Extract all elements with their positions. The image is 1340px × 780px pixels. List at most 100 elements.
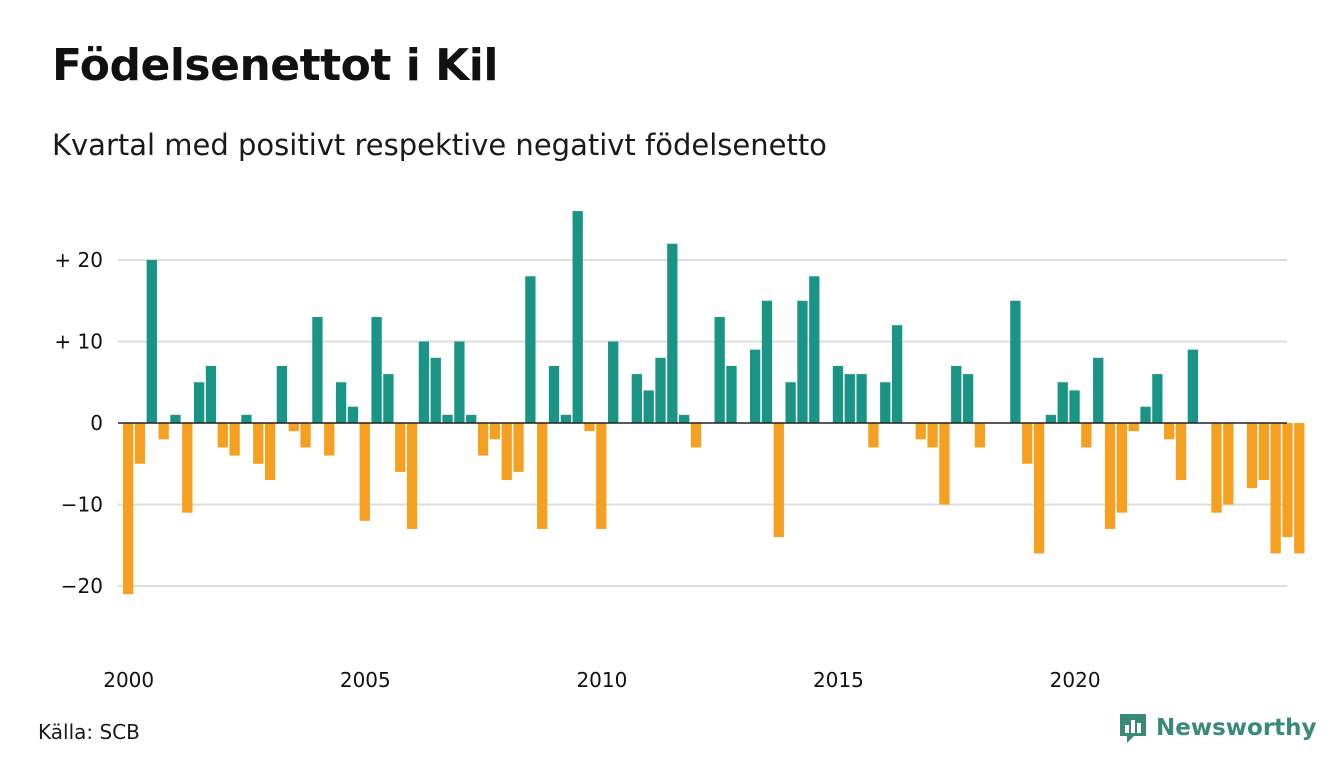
y-tick-label: + 10	[54, 330, 103, 354]
bar-positive	[146, 260, 157, 423]
x-tick-label: 2005	[340, 668, 391, 692]
bars	[123, 211, 1305, 595]
bar-negative	[123, 423, 134, 595]
bar-negative	[513, 423, 524, 472]
bar-positive	[525, 276, 536, 423]
bar-positive	[631, 374, 642, 423]
bar-negative	[1081, 423, 1092, 448]
bar-positive	[679, 414, 690, 423]
bar-positive	[371, 317, 382, 423]
bar-positive	[785, 382, 796, 423]
bar-negative	[264, 423, 276, 481]
bar-positive	[430, 357, 441, 423]
bar-negative	[596, 423, 607, 529]
bar-negative	[134, 423, 146, 464]
bar-positive	[714, 317, 725, 423]
bar-positive	[418, 341, 430, 423]
bar-negative	[182, 423, 193, 513]
bar-negative	[477, 423, 489, 456]
bar-negative	[1223, 423, 1234, 505]
bar-positive	[951, 365, 962, 423]
bar-negative	[1022, 423, 1033, 464]
bar-positive	[749, 349, 761, 423]
bar-negative	[927, 423, 938, 448]
bar-positive	[193, 382, 205, 423]
bar-positive	[205, 365, 217, 423]
bar-positive	[1187, 349, 1198, 423]
bar-negative	[690, 423, 702, 448]
bar-negative	[359, 423, 370, 521]
bar-negative	[229, 423, 240, 456]
bar-negative	[868, 423, 879, 448]
bar-positive	[797, 300, 808, 423]
bar-positive	[241, 414, 252, 423]
x-tick-label: 2015	[813, 668, 864, 692]
bar-negative	[1175, 423, 1187, 481]
bar-negative	[1033, 423, 1045, 554]
y-axis-ticks: + 20 + 10 0 −10 −20	[54, 248, 103, 598]
bar-positive	[1010, 300, 1021, 423]
bar-positive	[1152, 374, 1163, 423]
bar-negative	[1294, 423, 1305, 554]
bar-negative	[773, 423, 784, 538]
bar-negative	[1211, 423, 1222, 513]
bar-positive	[1045, 414, 1057, 423]
bar-positive	[347, 406, 359, 423]
newsworthy-logo-icon	[1120, 714, 1146, 743]
x-tick-label: 2020	[1050, 668, 1101, 692]
bar-negative	[406, 423, 418, 529]
bar-positive	[1057, 382, 1068, 423]
bar-positive	[962, 374, 974, 423]
bar-negative	[1246, 423, 1258, 489]
bar-negative	[158, 423, 169, 440]
bar-negative	[300, 423, 311, 448]
bar-negative	[974, 423, 986, 448]
bar-negative	[1104, 423, 1116, 529]
bar-negative	[501, 423, 512, 481]
brand-name: Newsworthy	[1156, 715, 1317, 741]
bar-positive	[880, 382, 891, 423]
bar-positive	[383, 374, 394, 423]
bar-negative	[584, 423, 595, 432]
bar-negative	[1164, 423, 1175, 440]
bar-negative	[939, 423, 950, 505]
bar-negative	[253, 423, 264, 464]
gridlines	[118, 259, 1287, 587]
x-tick-label: 2010	[576, 668, 627, 692]
y-tick-label: −10	[61, 493, 103, 517]
bar-negative	[1258, 423, 1269, 481]
bar-negative	[324, 423, 335, 456]
bar-positive	[1069, 390, 1080, 423]
bar-positive	[442, 414, 453, 423]
bar-positive	[844, 374, 855, 423]
chart-subtitle: Kvartal med positivt respektive negativt…	[52, 128, 827, 162]
bar-positive	[466, 414, 477, 423]
bar-negative	[537, 423, 548, 529]
bar-positive	[548, 365, 560, 423]
source-label: Källa: SCB	[38, 720, 140, 744]
bar-positive	[276, 365, 288, 423]
newsworthy-logo[interactable]: Newsworthy	[1118, 712, 1317, 744]
bar-positive	[667, 243, 678, 423]
chart-title: Födelsenettot i Kil	[52, 40, 498, 91]
bar-negative	[395, 423, 406, 472]
x-axis-ticks: 2000 2005 2010 2015 2020	[103, 668, 1100, 692]
bar-positive	[170, 414, 181, 423]
bar-positive	[572, 211, 583, 423]
bar-positive	[1093, 357, 1104, 423]
bar-positive	[560, 414, 572, 423]
bar-negative	[1282, 423, 1293, 538]
bar-positive	[832, 365, 844, 423]
bar-positive	[608, 341, 619, 423]
x-tick-label: 2000	[103, 668, 154, 692]
bar-positive	[891, 325, 903, 423]
bar-positive	[454, 341, 465, 423]
bar-negative	[1270, 423, 1281, 554]
y-tick-label: −20	[61, 574, 103, 598]
bar-positive	[726, 365, 737, 423]
y-tick-label: + 20	[54, 248, 103, 272]
bar-positive	[655, 357, 666, 423]
bar-negative	[217, 423, 228, 448]
bar-positive	[643, 390, 654, 423]
